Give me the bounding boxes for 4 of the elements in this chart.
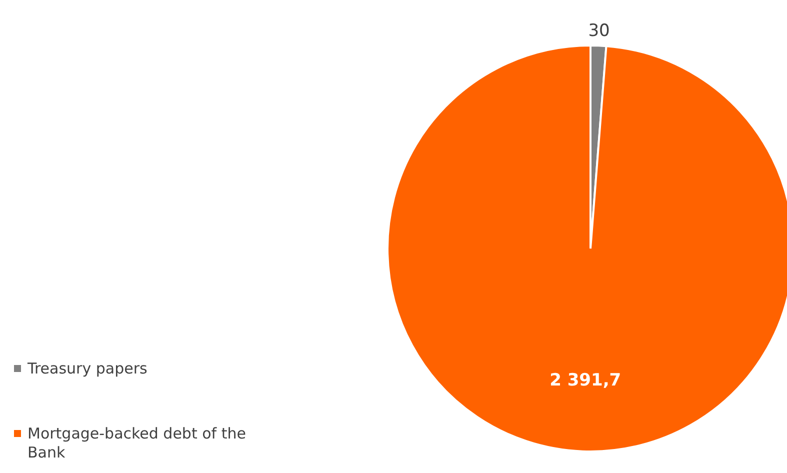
legend-label: Treasury papers: [26, 360, 148, 378]
legend-label: Mortgage-backed debt of the Bank: [28, 424, 246, 462]
data-label: 30: [588, 20, 610, 41]
data-label: 2 391,7: [550, 370, 622, 390]
